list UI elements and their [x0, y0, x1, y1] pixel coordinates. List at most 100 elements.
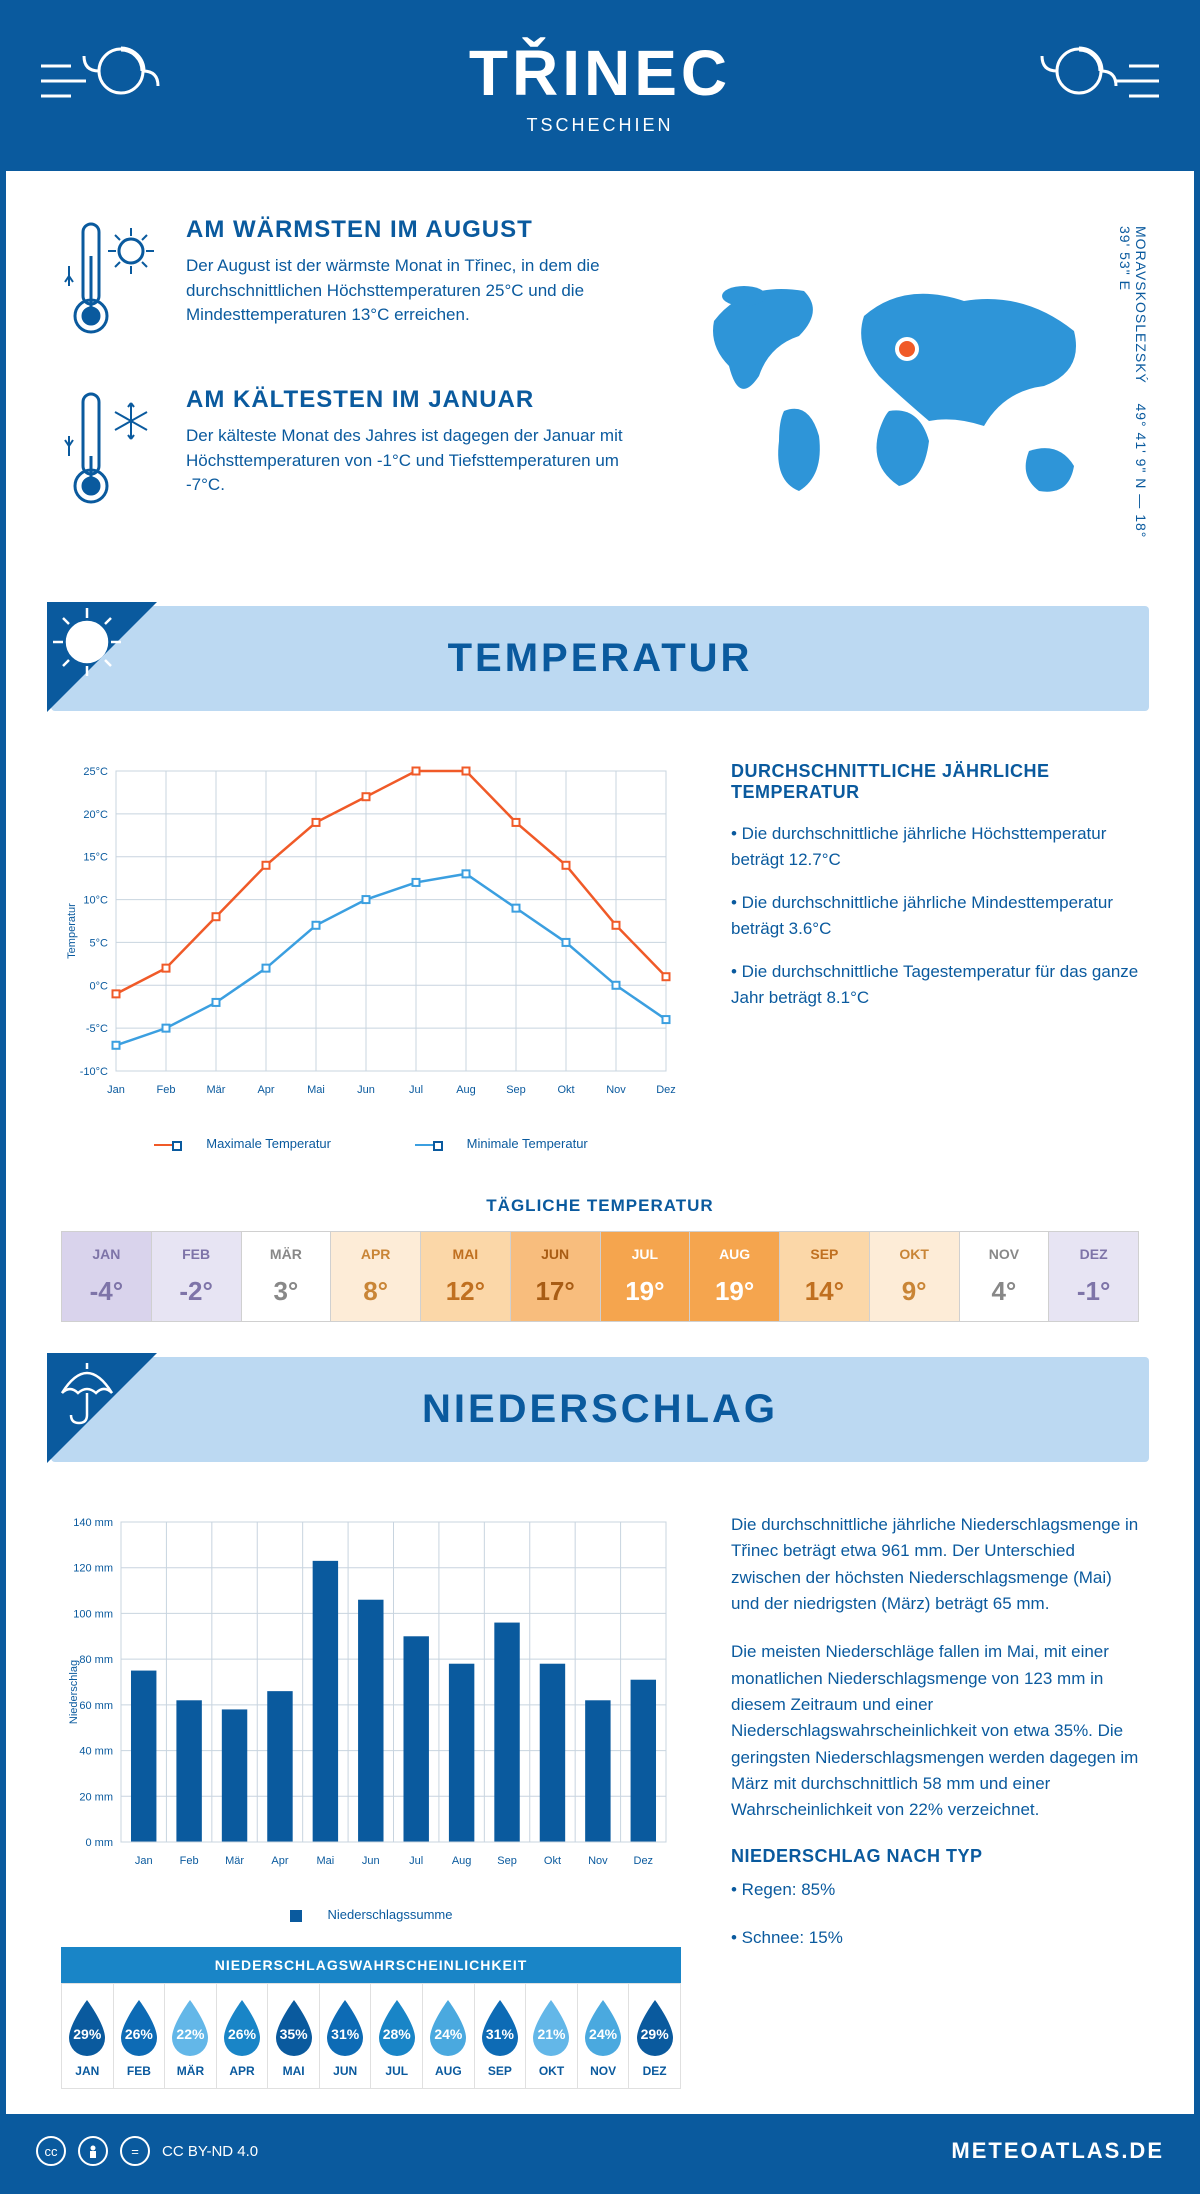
svg-text:140 mm: 140 mm: [73, 1517, 113, 1529]
svg-text:Nov: Nov: [588, 1855, 608, 1867]
raindrop-icon: 35%: [270, 1998, 318, 2058]
precip-type-heading: NIEDERSCHLAG NACH TYP: [731, 1846, 1139, 1867]
prob-cell: 24% NOV: [578, 1984, 630, 2088]
daily-temp-table: JAN-4°FEB-2°MÄR3°APR8°MAI12°JUN17°JUL19°…: [61, 1231, 1139, 1322]
daily-cell: MÄR3°: [242, 1232, 332, 1321]
daily-cell: APR8°: [331, 1232, 421, 1321]
raindrop-icon: 29%: [631, 1998, 679, 2058]
raindrop-icon: 31%: [476, 1998, 524, 2058]
raindrop-icon: 24%: [579, 1998, 627, 2058]
svg-text:Apr: Apr: [271, 1855, 288, 1867]
svg-text:120 mm: 120 mm: [73, 1563, 113, 1575]
temp-text-p3: • Die durchschnittliche Tagestemperatur …: [731, 959, 1139, 1010]
daily-cell: OKT9°: [870, 1232, 960, 1321]
coldest-title: AM KÄLTESTEN IM JANUAR: [186, 386, 629, 414]
svg-text:Sep: Sep: [497, 1855, 517, 1867]
prob-cell: 29% JAN: [62, 1984, 114, 2088]
section-title: NIEDERSCHLAG: [71, 1387, 1129, 1432]
by-icon: [78, 2136, 108, 2166]
svg-text:Mär: Mär: [225, 1855, 244, 1867]
wind-icon: [1034, 36, 1164, 131]
svg-text:20°C: 20°C: [83, 809, 108, 821]
svg-text:Temperatur: Temperatur: [66, 903, 78, 959]
svg-text:Jan: Jan: [107, 1084, 125, 1096]
prob-cell: 28% JUL: [371, 1984, 423, 2088]
daily-cell: JAN-4°: [62, 1232, 152, 1321]
prob-cell: 21% OKT: [526, 1984, 578, 2088]
daily-cell: NOV4°: [960, 1232, 1050, 1321]
svg-text:60 mm: 60 mm: [79, 1700, 113, 1712]
prob-cell: 26% FEB: [114, 1984, 166, 2088]
svg-text:10°C: 10°C: [83, 895, 108, 907]
svg-text:Apr: Apr: [257, 1084, 274, 1096]
section-title: TEMPERATUR: [71, 636, 1129, 681]
svg-text:Nov: Nov: [606, 1084, 626, 1096]
daily-temp-title: TÄGLICHE TEMPERATUR: [6, 1176, 1194, 1231]
svg-text:100 mm: 100 mm: [73, 1608, 113, 1620]
svg-text:Okt: Okt: [557, 1084, 574, 1096]
prob-title: NIEDERSCHLAGSWAHRSCHEINLICHKEIT: [61, 1947, 681, 1983]
license-text: CC BY-ND 4.0: [162, 2143, 258, 2160]
svg-text:5°C: 5°C: [90, 937, 109, 949]
daily-cell: AUG19°: [690, 1232, 780, 1321]
prob-cell: 31% SEP: [475, 1984, 527, 2088]
precip-bar-chart: 0 mm 20 mm 40 mm 60 mm 80 mm 100 mm 120 mm 140 …: [61, 1512, 681, 1892]
svg-text:40 mm: 40 mm: [79, 1746, 113, 1758]
precip-p1: Die durchschnittliche jährliche Niedersc…: [731, 1512, 1139, 1617]
thermometer-snow-icon: [61, 386, 161, 521]
prob-cell: 31% JUN: [320, 1984, 372, 2088]
raindrop-icon: 29%: [63, 1998, 111, 2058]
country-label: TSCHECHIEN: [26, 115, 1174, 136]
warmest-title: AM WÄRMSTEN IM AUGUST: [186, 216, 629, 244]
temp-text-p1: • Die durchschnittliche jährliche Höchst…: [731, 821, 1139, 872]
svg-text:20 mm: 20 mm: [79, 1791, 113, 1803]
svg-text:25°C: 25°C: [83, 766, 108, 778]
sun-icon: [47, 602, 167, 722]
footer: cc = CC BY-ND 4.0 METEOATLAS.DE: [6, 2114, 1194, 2188]
raindrop-icon: 31%: [321, 1998, 369, 2058]
prob-cell: 29% DEZ: [629, 1984, 680, 2088]
svg-text:Feb: Feb: [180, 1855, 199, 1867]
svg-text:Feb: Feb: [157, 1084, 176, 1096]
coldest-block: AM KÄLTESTEN IM JANUAR Der kälteste Mona…: [61, 386, 629, 521]
world-map: MORAVSKOSLEZSKÝ 49° 41' 9" N — 18° 39' 5…: [669, 216, 1139, 556]
svg-text:0°C: 0°C: [90, 980, 109, 992]
svg-text:Okt: Okt: [544, 1855, 561, 1867]
svg-text:Jul: Jul: [409, 1084, 423, 1096]
prob-cell: 26% APR: [217, 1984, 269, 2088]
raindrop-icon: 28%: [373, 1998, 421, 2058]
coordinates: MORAVSKOSLEZSKÝ 49° 41' 9" N — 18° 39' 5…: [1117, 226, 1149, 556]
temp-chart-legend: .swatch[style*="rgb(240, 90, 40)"]::afte…: [61, 1136, 681, 1151]
svg-text:Mär: Mär: [207, 1084, 226, 1096]
svg-text:Mai: Mai: [307, 1084, 325, 1096]
precip-type2: • Schnee: 15%: [731, 1925, 1139, 1951]
svg-text:Jan: Jan: [135, 1855, 153, 1867]
daily-cell: DEZ-1°: [1049, 1232, 1138, 1321]
daily-cell: FEB-2°: [152, 1232, 242, 1321]
site-name: METEOATLAS.DE: [951, 2138, 1164, 2164]
svg-text:Dez: Dez: [634, 1855, 654, 1867]
umbrella-icon: [47, 1353, 167, 1473]
header: TŘINEC TSCHECHIEN: [6, 6, 1194, 171]
svg-text:Sep: Sep: [506, 1084, 526, 1096]
daily-cell: JUL19°: [601, 1232, 691, 1321]
svg-text:Niederschlag: Niederschlag: [68, 1660, 80, 1724]
svg-text:Mai: Mai: [317, 1855, 335, 1867]
daily-cell: MAI12°: [421, 1232, 511, 1321]
section-bar-precip: NIEDERSCHLAG: [51, 1357, 1149, 1462]
prob-cell: 22% MÄR: [165, 1984, 217, 2088]
svg-text:0 mm: 0 mm: [86, 1837, 114, 1849]
daily-cell: JUN17°: [511, 1232, 601, 1321]
raindrop-icon: 22%: [166, 1998, 214, 2058]
svg-text:80 mm: 80 mm: [79, 1654, 113, 1666]
precip-type1: • Regen: 85%: [731, 1877, 1139, 1903]
raindrop-icon: 24%: [424, 1998, 472, 2058]
section-bar-temperature: TEMPERATUR: [51, 606, 1149, 711]
temperature-line-chart: -10°C-5°C0°C5°C10°C15°C20°C25°CJanFebMär…: [61, 761, 681, 1121]
svg-text:Jun: Jun: [357, 1084, 375, 1096]
nd-icon: =: [120, 2136, 150, 2166]
prob-cell: 35% MAI: [268, 1984, 320, 2088]
svg-text:15°C: 15°C: [83, 852, 108, 864]
svg-text:-5°C: -5°C: [86, 1023, 108, 1035]
warmest-text: Der August ist der wärmste Monat in Třin…: [186, 254, 629, 328]
